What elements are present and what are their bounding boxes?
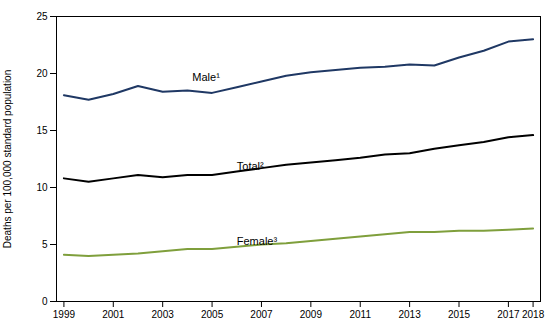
svg-text:2018: 2018 <box>522 309 545 320</box>
svg-text:10: 10 <box>36 182 48 193</box>
svg-text:Total²: Total² <box>237 160 264 172</box>
svg-text:25: 25 <box>36 11 48 22</box>
svg-text:2009: 2009 <box>300 309 323 320</box>
svg-text:Female³: Female³ <box>237 235 278 247</box>
svg-text:2013: 2013 <box>398 309 421 320</box>
svg-text:20: 20 <box>36 68 48 79</box>
svg-text:1999: 1999 <box>53 309 76 320</box>
svg-text:Male¹: Male¹ <box>192 71 220 83</box>
svg-text:2015: 2015 <box>448 309 471 320</box>
svg-text:5: 5 <box>42 239 48 250</box>
svg-text:15: 15 <box>36 125 48 136</box>
svg-text:0: 0 <box>42 296 48 307</box>
svg-text:2005: 2005 <box>201 309 224 320</box>
svg-text:2007: 2007 <box>250 309 273 320</box>
svg-text:2011: 2011 <box>349 309 371 320</box>
svg-text:2017: 2017 <box>497 309 520 320</box>
svg-text:Deaths per 100,000 standard po: Deaths per 100,000 standard population <box>2 70 13 248</box>
svg-text:2003: 2003 <box>152 309 175 320</box>
svg-text:2001: 2001 <box>102 309 125 320</box>
